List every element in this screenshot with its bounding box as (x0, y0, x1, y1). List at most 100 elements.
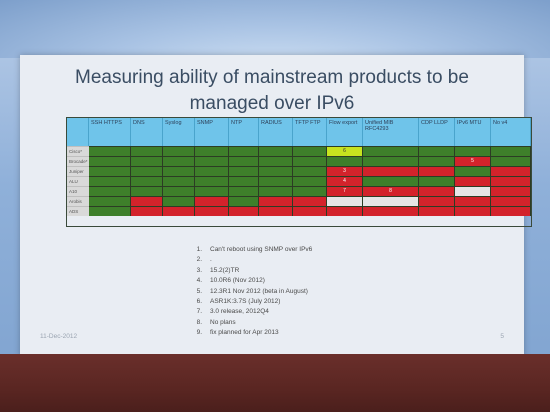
table-cell (163, 156, 195, 166)
table-cell: 4 (327, 176, 363, 186)
table-cell (455, 186, 491, 196)
footnote-item: 5. 12.3R1 Nov 2012 (beta in August) (188, 287, 488, 297)
table-cell (363, 166, 419, 176)
footnote-number: 2. (196, 256, 202, 264)
table-cell (195, 186, 229, 196)
table-cell (327, 206, 363, 216)
table-cell (293, 206, 327, 216)
table-cell (363, 196, 419, 206)
table-cell (327, 156, 363, 166)
footnote-item: 2.. (188, 255, 488, 265)
row-label: Arobis (67, 196, 89, 206)
column-header: Flow export (327, 118, 363, 146)
table-cell (163, 196, 195, 206)
table-cell (491, 186, 531, 196)
slide-title-line-1: Measuring ability of mainstream products… (75, 67, 469, 88)
table-cell: 5 (455, 156, 491, 166)
footnote-item: 1. Can't reboot using SNMP over IPv6 (188, 245, 488, 255)
slide-title: Measuring ability of mainstream products… (20, 65, 524, 117)
footnote-text: ASR1K:3.7S (July 2012) (210, 298, 281, 306)
column-header: No v4 (491, 118, 531, 146)
table-cell (455, 206, 491, 216)
table-cell (131, 166, 163, 176)
row-label: Cisco* (67, 146, 89, 156)
table-cell (195, 206, 229, 216)
row-label: ADS (67, 206, 89, 216)
table-cell: 8 (363, 186, 419, 196)
column-header: CDP LLDP (419, 118, 455, 146)
table-cell (163, 166, 195, 176)
table-cell: 7 (327, 186, 363, 196)
column-header: SNMP (195, 118, 229, 146)
table-cell (163, 146, 195, 156)
footnote-item: 7. 3.0 release, 2012Q4 (188, 307, 488, 317)
table-cell (89, 146, 131, 156)
table-cell (455, 166, 491, 176)
table-cell (229, 166, 259, 176)
footnote-text: 12.3R1 Nov 2012 (beta in August) (210, 287, 308, 295)
screen-bottom-border (0, 354, 550, 412)
column-header: SSH HTTPS (89, 118, 131, 146)
table-cell (259, 186, 293, 196)
column-header: RADIUS (259, 118, 293, 146)
table-cell (293, 146, 327, 156)
table-cell (419, 206, 455, 216)
footnote-text: . (210, 256, 212, 264)
row-label: Brocade* (67, 156, 89, 166)
table-cell (293, 176, 327, 186)
slide-page-number: 5 (500, 333, 504, 340)
table-cell (163, 186, 195, 196)
table-cell (419, 146, 455, 156)
footnote-number: 4. (196, 277, 202, 285)
table-cell (195, 156, 229, 166)
table-cell (419, 176, 455, 186)
footnote-item: 3. 15.2(2)TR (188, 266, 488, 276)
table-cell (131, 156, 163, 166)
footnote-text: No plans (210, 318, 236, 326)
slide-title-line-2: managed over IPv6 (189, 93, 355, 114)
ipv6-support-table: SSH HTTPS DNS Syslog SNMP NTP RADIUS TFTP FTP F… (66, 117, 532, 227)
table-cell (89, 206, 131, 216)
footnote-number: 8. (196, 318, 202, 326)
column-header: NTP (229, 118, 259, 146)
footnote-text: 3.0 release, 2012Q4 (210, 308, 269, 316)
footnote-text: 10.0R6 (Nov 2012) (210, 277, 265, 285)
table-cell (259, 206, 293, 216)
header-corner (67, 118, 89, 146)
table-cell (229, 176, 259, 186)
table-cell (363, 146, 419, 156)
table-cell (491, 176, 531, 186)
column-header: IPv6 MTU (455, 118, 491, 146)
table-cell (455, 176, 491, 186)
table-cell (363, 176, 419, 186)
row-label: A10 (67, 186, 89, 196)
table-cell (259, 196, 293, 206)
slide-date: 11-Dec-2012 (40, 333, 78, 340)
table-cell (229, 156, 259, 166)
footnote-item: 6. ASR1K:3.7S (July 2012) (188, 297, 488, 307)
column-header: Syslog (163, 118, 195, 146)
footnote-number: 6. (196, 298, 202, 306)
table-cell (259, 176, 293, 186)
table-cell (259, 166, 293, 176)
table-cell (327, 196, 363, 206)
table-cell (229, 206, 259, 216)
table-cell (163, 176, 195, 186)
table-cell: 3 (327, 166, 363, 176)
column-header: DNS (131, 118, 163, 146)
table-cell (163, 206, 195, 216)
table-cell (89, 176, 131, 186)
table-cell (491, 146, 531, 156)
table-cell (195, 196, 229, 206)
table-cell (195, 176, 229, 186)
table-cell (419, 166, 455, 176)
table-cell (89, 156, 131, 166)
table-cell: 6 (327, 146, 363, 156)
table-cell (419, 196, 455, 206)
table-cell (131, 196, 163, 206)
footnote-number: 5. (196, 287, 202, 295)
table-cell (293, 156, 327, 166)
table-cell (229, 146, 259, 156)
table-cell (293, 186, 327, 196)
presentation-slide: Measuring ability of mainstream products… (20, 55, 532, 357)
